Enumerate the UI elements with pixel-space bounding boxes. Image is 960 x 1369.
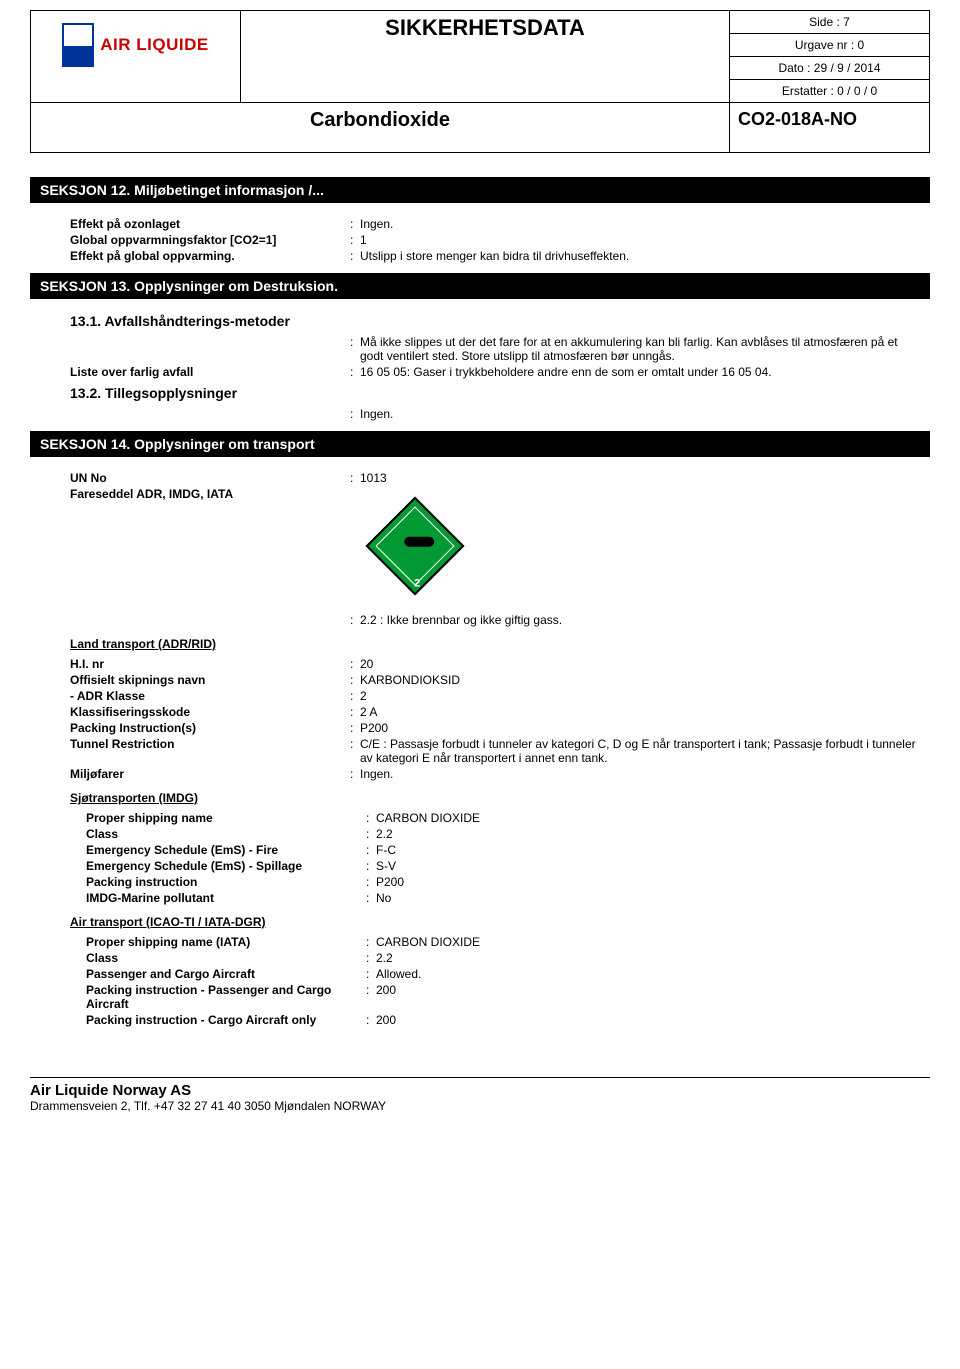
adr-class-label: - ADR Klasse	[70, 689, 350, 703]
ems-fire-value: F-C	[376, 843, 920, 857]
hazard-class-number: 2	[414, 577, 420, 589]
logo: AIR LIQUIDE	[39, 15, 232, 75]
un-no-value: 1013	[360, 471, 920, 485]
ozone-label: Effekt på ozonlaget	[70, 217, 350, 231]
tunnel-label: Tunnel Restriction	[70, 737, 350, 751]
header-table: AIR LIQUIDE SIKKERHETSDATA Side : 7 Urga…	[30, 10, 930, 153]
pack-cargo-value: 200	[376, 1013, 920, 1027]
waste-list-value: 16 05 05: Gaser i trykkbeholdere andre e…	[360, 365, 920, 379]
land-transport-heading: Land transport (ADR/RID)	[70, 637, 920, 651]
pack-cargo-label: Packing instruction - Cargo Aircraft onl…	[86, 1013, 366, 1027]
pack-pax-value: 200	[376, 983, 920, 997]
section-12-title: SEKSJON 12. Miljøbetinget informasjon /.…	[30, 177, 930, 203]
warming-label: Effekt på global oppvarming.	[70, 249, 350, 263]
pax-cargo-label: Passenger and Cargo Aircraft	[86, 967, 366, 981]
meta-version: Urgave nr : 0	[730, 34, 929, 57]
meta-replaces: Erstatter : 0 / 0 / 0	[730, 80, 929, 102]
footer: Air Liquide Norway AS Drammensveien 2, T…	[30, 1077, 930, 1113]
env-hazard-value: Ingen.	[360, 767, 920, 781]
sea-pack-label: Packing instruction	[86, 875, 366, 889]
s13-sub2-value: Ingen.	[360, 407, 920, 421]
warming-value: Utslipp i store menger kan bidra til dri…	[360, 249, 920, 263]
sea-psn-value: CARBON DIOXIDE	[376, 811, 920, 825]
meta-cell: Side : 7 Urgave nr : 0 Dato : 29 / 9 / 2…	[730, 11, 930, 103]
doc-title: SIKKERHETSDATA	[241, 11, 730, 103]
logo-text: AIR LIQUIDE	[100, 35, 208, 55]
sea-class-label: Class	[86, 827, 366, 841]
logo-mark-icon	[62, 23, 94, 67]
gwp-value: 1	[360, 233, 920, 247]
marine-pollutant-value: No	[376, 891, 920, 905]
section-13-content: 13.1. Avfallshåndterings-metoder :Må ikk…	[30, 313, 930, 421]
air-class-value: 2.2	[376, 951, 920, 965]
adr-class-value: 2	[360, 689, 920, 703]
un-no-label: UN No	[70, 471, 350, 485]
class-code-label: Klassifiseringsskode	[70, 705, 350, 719]
pack-pax-label: Packing instruction - Passenger and Carg…	[86, 983, 366, 1011]
air-psn-value: CARBON DIOXIDE	[376, 935, 920, 949]
hi-nr-value: 20	[360, 657, 920, 671]
footer-company: Air Liquide Norway AS	[30, 1082, 930, 1099]
product-name: Carbondioxide	[31, 103, 730, 153]
land-psn-value: KARBONDIOKSID	[360, 673, 920, 687]
env-hazard-label: Miljøfarer	[70, 767, 350, 781]
pax-cargo-value: Allowed.	[376, 967, 920, 981]
hi-nr-label: H.I. nr	[70, 657, 350, 671]
sea-psn-label: Proper shipping name	[86, 811, 366, 825]
land-pack-label: Packing Instruction(s)	[70, 721, 350, 735]
hazard-placard-label: Fareseddel ADR, IMDG, IATA	[70, 487, 350, 501]
ems-spill-value: S-V	[376, 859, 920, 873]
air-transport-heading: Air transport (ICAO-TI / IATA-DGR)	[70, 915, 920, 929]
section-12-content: Effekt på ozonlaget :Ingen. Global oppva…	[30, 217, 930, 263]
land-psn-label: Offisielt skipnings navn	[70, 673, 350, 687]
s13-sub2-title: 13.2. Tillegsopplysninger	[70, 385, 920, 401]
gwp-label: Global oppvarmningsfaktor [CO2=1]	[70, 233, 350, 247]
logo-cell: AIR LIQUIDE	[31, 11, 241, 103]
section-14-title: SEKSJON 14. Opplysninger om transport	[30, 431, 930, 457]
section-14-content: UN No :1013 Fareseddel ADR, IMDG, IATA 2…	[30, 471, 930, 1027]
footer-address: Drammensveien 2, Tlf. +47 32 27 41 40 30…	[30, 1099, 930, 1113]
product-code: CO2-018A-NO	[730, 103, 930, 153]
meta-date: Dato : 29 / 9 / 2014	[730, 57, 929, 80]
waste-list-label: Liste over farlig avfall	[70, 365, 350, 379]
hazard-class-desc: 2.2 : Ikke brennbar og ikke giftig gass.	[360, 613, 920, 627]
air-class-label: Class	[86, 951, 366, 965]
s13-sub1-value: Må ikke slippes ut der det fare for at e…	[360, 335, 920, 363]
s13-sub1-title: 13.1. Avfallshåndterings-metoder	[70, 313, 920, 329]
ems-fire-label: Emergency Schedule (EmS) - Fire	[86, 843, 366, 857]
sea-class-value: 2.2	[376, 827, 920, 841]
land-pack-value: P200	[360, 721, 920, 735]
meta-page: Side : 7	[730, 11, 929, 34]
air-psn-label: Proper shipping name (IATA)	[86, 935, 366, 949]
sea-pack-value: P200	[376, 875, 920, 889]
class-code-value: 2 A	[360, 705, 920, 719]
marine-pollutant-label: IMDG-Marine pollutant	[86, 891, 366, 905]
ozone-value: Ingen.	[360, 217, 920, 231]
tunnel-value: C/E : Passasje forbudt i tunneler av kat…	[360, 737, 920, 765]
ems-spill-label: Emergency Schedule (EmS) - Spillage	[86, 859, 366, 873]
section-13-title: SEKSJON 13. Opplysninger om Destruksion.	[30, 273, 930, 299]
sea-transport-heading: Sjøtransporten (IMDG)	[70, 791, 920, 805]
hazard-diamond-icon: 2	[350, 487, 450, 605]
